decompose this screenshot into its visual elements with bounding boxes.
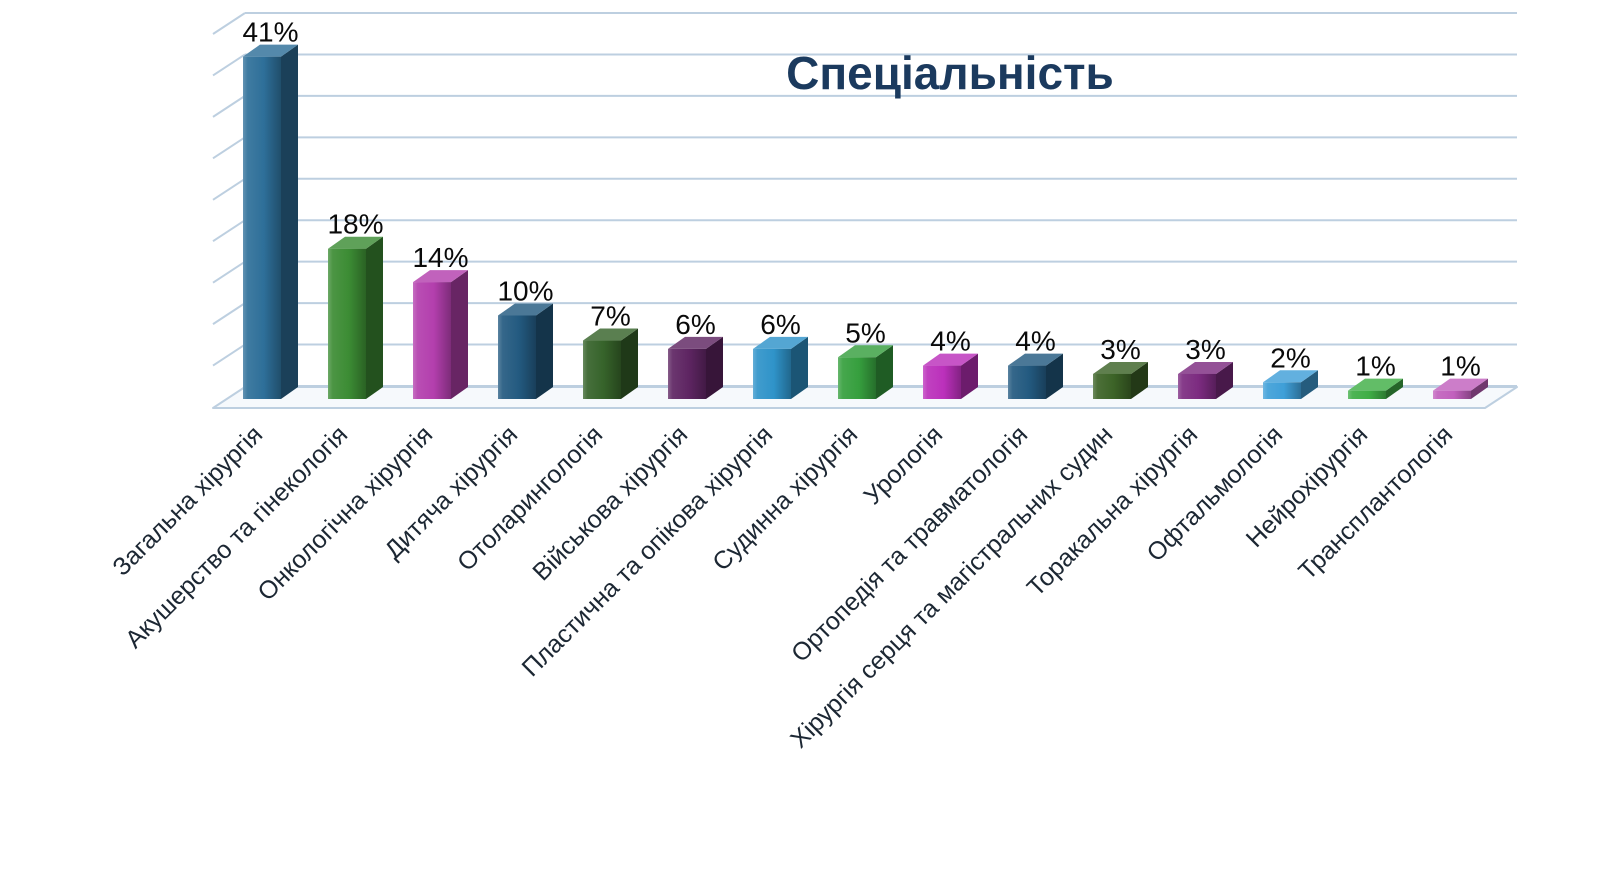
bar-top-face (328, 236, 383, 249)
gridline-depth-tick (212, 177, 246, 201)
bar-side-face (791, 336, 808, 399)
gridline-depth-tick (212, 343, 246, 367)
bar-top-face (1348, 378, 1403, 391)
bar-side-face (1471, 378, 1488, 399)
value-label: 41% (242, 17, 298, 48)
bar-front-face (1178, 373, 1216, 399)
value-label: 4% (930, 326, 970, 357)
value-label: 3% (1185, 334, 1225, 365)
bar-top-face (1263, 370, 1318, 383)
bar-front-face (583, 340, 621, 399)
bar-Отоларингологія: 7% (583, 301, 638, 399)
category-label: Хірургія серця та магістральних судин (785, 420, 1118, 753)
bar-top-face (1008, 353, 1063, 366)
bar-front-face (668, 348, 706, 399)
bar-Хірургія серця та магістральних судин: 3% (1093, 334, 1148, 399)
bar-side-face (451, 270, 468, 399)
bar-Військова хірургія: 6% (668, 309, 723, 399)
bar-top-face (243, 44, 298, 57)
bar-side-face (1301, 370, 1318, 399)
bar-side-face (961, 353, 978, 399)
bar-Ортопедія та травматологія: 4% (1008, 326, 1063, 399)
value-label: 18% (327, 209, 383, 240)
category-label: Отоларингологія (452, 420, 608, 576)
bar-side-face (536, 303, 553, 399)
category-label: Судинна хірургія (707, 420, 863, 576)
bar-top-face (1178, 361, 1233, 374)
bar-front-face (838, 357, 876, 399)
bar-Офтальмологія: 2% (1263, 342, 1318, 399)
bar-top-face (1433, 378, 1488, 391)
bar-top-face (583, 328, 638, 341)
bar-Судинна хірургія: 5% (838, 317, 893, 399)
gridline-depth-tick (212, 136, 246, 160)
bar-Дитяча хірургія: 10% (497, 276, 554, 399)
bar-side-face (366, 236, 383, 399)
value-label: 1% (1355, 351, 1395, 382)
bar-front-face (328, 248, 366, 399)
bar-top-face (498, 303, 553, 316)
value-label: 10% (497, 276, 553, 307)
category-label: Урологія (858, 420, 948, 510)
gridline-depth-tick (212, 53, 246, 77)
category-label: Торакальна хірургія (1022, 420, 1204, 602)
bar-front-face (1433, 390, 1471, 399)
gridline-depth-tick (212, 12, 246, 35)
bar-Акушерство та гінекологія: 18% (327, 209, 384, 399)
bar-front-face (243, 56, 281, 400)
value-label: 5% (845, 317, 885, 348)
bars: 41% 18% 14% 10% 7% 6% 6% 5% 4% 4% 3% 3% 2% 1% 1% (242, 17, 1488, 400)
category-label: Загальна хірургія (107, 420, 268, 581)
gridline-depth-tick (212, 260, 246, 284)
bar-side-face (1046, 353, 1063, 399)
bar-side-face (621, 328, 638, 399)
bar-front-face (923, 365, 961, 399)
bar-top-face (838, 345, 893, 358)
value-label: 3% (1100, 334, 1140, 365)
bar-front-face (498, 315, 536, 399)
bar-side-face (1216, 361, 1233, 399)
category-label: Трансплантологія (1293, 420, 1458, 585)
bar-side-face (1131, 361, 1148, 399)
value-label: 6% (760, 309, 800, 340)
bar-Пластична та опікова хірургія: 6% (753, 309, 808, 399)
bar-Онкологічна хірургія: 14% (412, 242, 469, 399)
value-label: 6% (675, 309, 715, 340)
bar-Трансплантологія: 1% (1433, 351, 1488, 399)
gridline-depth-tick (212, 95, 246, 118)
bar-side-face (876, 345, 893, 399)
bar-top-face (413, 270, 468, 283)
bar-front-face (753, 348, 791, 399)
bar-top-face (668, 336, 723, 349)
bar-Загальна хірургія: 41% (242, 17, 299, 400)
value-label: 2% (1270, 342, 1310, 373)
category-label: Військова хірургія (527, 420, 693, 586)
bar-front-face (1093, 373, 1131, 399)
chart-title: Спеціальність (786, 47, 1114, 99)
bar-Урологія: 4% (923, 326, 978, 399)
bar-top-face (1093, 361, 1148, 374)
gridline-depth-tick (212, 219, 246, 243)
value-label: 1% (1440, 351, 1480, 382)
bar-side-face (281, 44, 298, 400)
bar-top-face (923, 353, 978, 366)
bar-front-face (413, 282, 451, 399)
bar-side-face (1386, 378, 1403, 399)
bar-top-face (753, 336, 808, 349)
bar-front-face (1263, 382, 1301, 399)
gridline-depth-tick (212, 302, 246, 325)
bar-Торакальна хірургія: 3% (1178, 334, 1233, 399)
value-label: 14% (412, 242, 468, 273)
value-label: 7% (590, 301, 630, 332)
bar-front-face (1008, 365, 1046, 399)
value-label: 4% (1015, 326, 1055, 357)
bar-front-face (1348, 390, 1386, 399)
bar-Нейрохірургія: 1% (1348, 351, 1403, 399)
bar-side-face (706, 336, 723, 399)
